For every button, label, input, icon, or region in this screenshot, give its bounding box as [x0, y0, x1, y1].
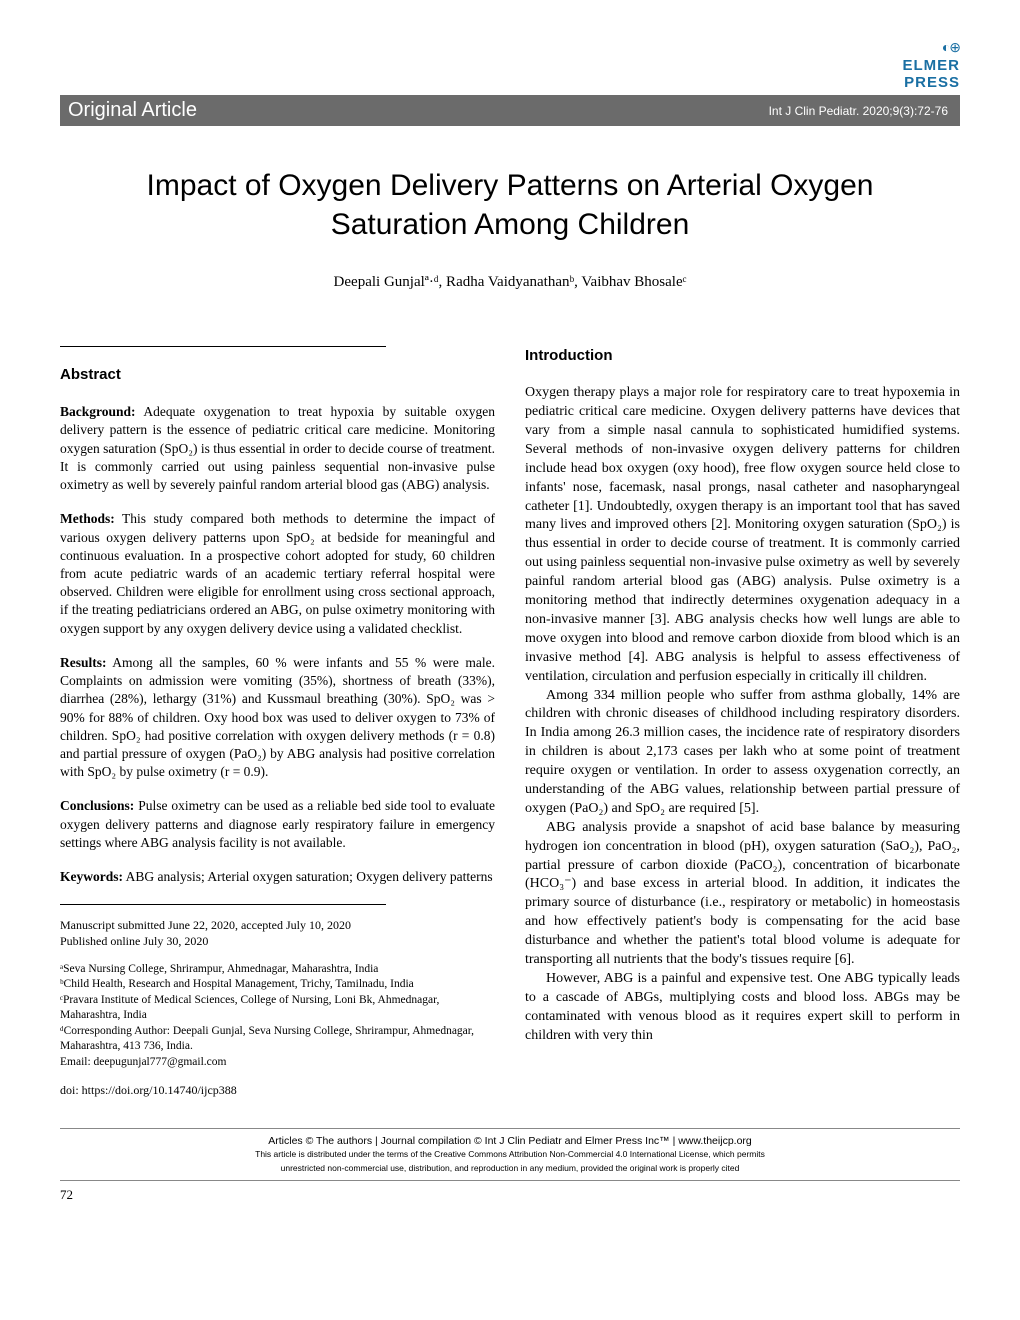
conclusions-label: Conclusions: — [60, 798, 134, 813]
affiliation-d: ᵈCorresponding Author: Deepali Gunjal, S… — [60, 1024, 495, 1055]
methods-label: Methods: — [60, 511, 115, 526]
intro-paragraph-3: ABG analysis provide a snapshot of acid … — [525, 819, 960, 970]
authors-line: Deepali Gunjalª·ᵈ, Radha Vaidyanathanᵇ, … — [60, 274, 960, 291]
abstract-methods: Methods: This study compared both method… — [60, 510, 495, 638]
affiliation-a: ᵃSeva Nursing College, Shrirampur, Ahmed… — [60, 962, 495, 978]
header-row: ◐⊕ ELMER PRESS — [60, 40, 960, 91]
footer-copyright: Articles © The authors | Journal compila… — [60, 1135, 960, 1147]
keywords-text: ABG analysis; Arterial oxygen saturation… — [123, 869, 493, 884]
two-column-body: Abstract Background: Adequate oxygenatio… — [60, 346, 960, 1098]
background-label: Background: — [60, 404, 136, 419]
abstract-top-rule — [60, 346, 386, 347]
affiliation-b: ᵇChild Health, Research and Hospital Man… — [60, 977, 495, 993]
corresponding-email: Email: deepugunjal777@gmail.com — [60, 1055, 495, 1071]
results-text: Among all the samples, 60 % were infants… — [60, 655, 495, 779]
footer-license-1: This article is distributed under the te… — [60, 1149, 960, 1160]
doi-line: doi: https://doi.org/10.14740/ijcp388 — [60, 1082, 495, 1098]
affiliation-c: ᶜPravara Institute of Medical Sciences, … — [60, 993, 495, 1024]
introduction-heading: Introduction — [525, 346, 960, 366]
abstract-heading: Abstract — [60, 365, 495, 385]
results-label: Results: — [60, 655, 107, 670]
article-type: Original Article — [68, 99, 197, 122]
page-footer: Articles © The authors | Journal compila… — [60, 1128, 960, 1180]
abstract-keywords: Keywords: ABG analysis; Arterial oxygen … — [60, 868, 495, 886]
abstract-bottom-rule — [60, 904, 386, 905]
intro-paragraph-2: Among 334 million people who suffer from… — [525, 687, 960, 819]
footer-license-2: unrestricted non-commercial use, distrib… — [60, 1163, 960, 1174]
page-number: 72 — [60, 1187, 960, 1203]
affiliations-block: ᵃSeva Nursing College, Shrirampur, Ahmed… — [60, 962, 495, 1071]
abstract-conclusions: Conclusions: Pulse oximetry can be used … — [60, 797, 495, 852]
intro-paragraph-4: However, ABG is a painful and expensive … — [525, 970, 960, 1046]
logo-symbol: ◐⊕ — [903, 40, 961, 57]
article-banner: Original Article Int J Clin Pediatr. 202… — [60, 95, 960, 126]
methods-text: This study compared both methods to dete… — [60, 511, 495, 635]
article-title: Impact of Oxygen Delivery Patterns on Ar… — [80, 166, 940, 244]
logo-text: ELMER PRESS — [903, 57, 961, 91]
journal-citation: Int J Clin Pediatr. 2020;9(3):72-76 — [769, 104, 948, 118]
abstract-background: Background: Adequate oxygenation to trea… — [60, 403, 495, 494]
intro-paragraph-1: Oxygen therapy plays a major role for re… — [525, 384, 960, 686]
publisher-logo: ◐⊕ ELMER PRESS — [903, 40, 961, 91]
left-column: Abstract Background: Adequate oxygenatio… — [60, 346, 495, 1098]
manuscript-dates: Manuscript submitted June 22, 2020, acce… — [60, 917, 495, 949]
right-column: Introduction Oxygen therapy plays a majo… — [525, 346, 960, 1098]
keywords-label: Keywords: — [60, 869, 123, 884]
abstract-results: Results: Among all the samples, 60 % wer… — [60, 654, 495, 782]
